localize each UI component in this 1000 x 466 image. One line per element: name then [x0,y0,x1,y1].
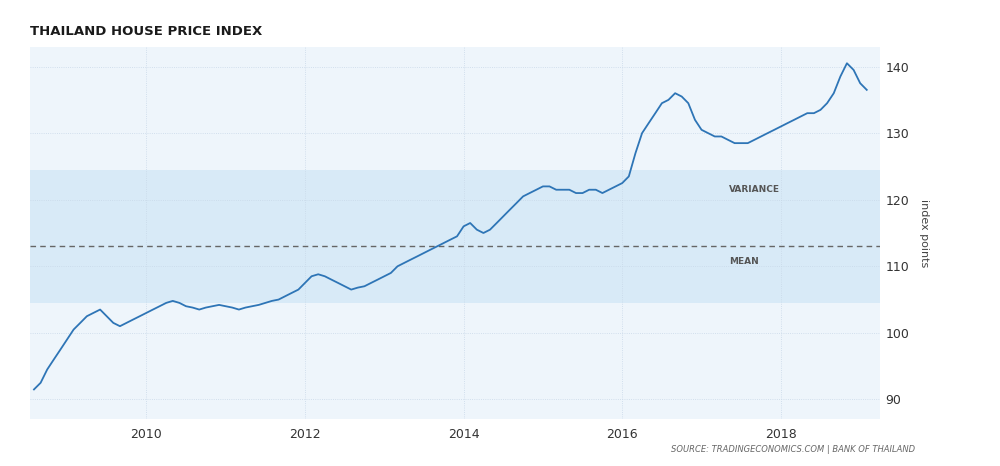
Text: SOURCE: TRADINGECONOMICS.COM | BANK OF THAILAND: SOURCE: TRADINGECONOMICS.COM | BANK OF T… [671,445,915,454]
Text: MEAN: MEAN [729,258,758,267]
Bar [30,170,880,303]
Text: THAILAND HOUSE PRICE INDEX: THAILAND HOUSE PRICE INDEX [30,26,262,39]
Text: VARIANCE: VARIANCE [729,185,780,194]
Y-axis label: index points: index points [919,199,929,267]
